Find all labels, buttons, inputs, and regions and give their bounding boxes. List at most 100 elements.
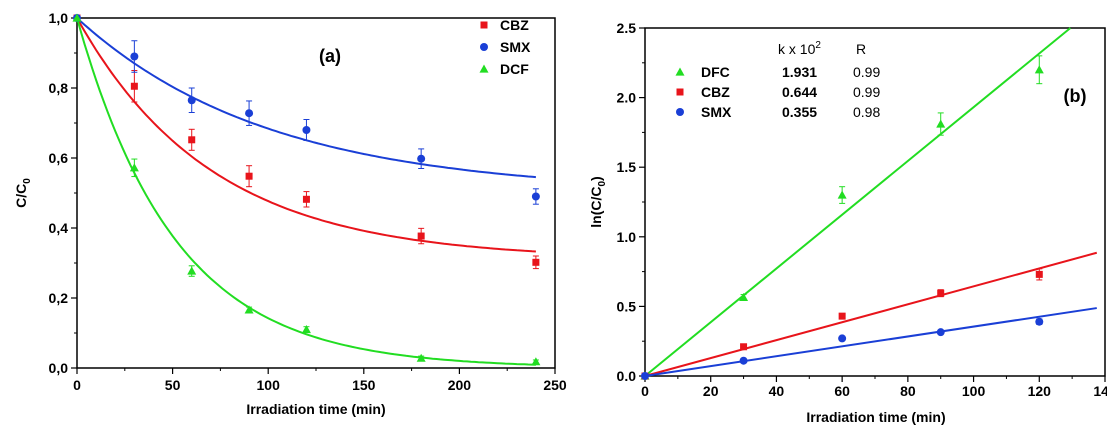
chart-b-y-axis-label-main: ln(C/C [588, 187, 604, 228]
chart-b-legend-marker-cbz [676, 88, 684, 96]
chart-b-y-ticks: 0.0 0.5 1.0 1.5 2.0 2.5 [617, 20, 645, 384]
chart-a-point-dcf [72, 13, 82, 22]
chart-b-legend-r-smx: 0.98 [853, 104, 880, 120]
chart-a-x-axis-label: Irradiation time (min) [246, 401, 385, 417]
chart-a-point-cbz [245, 172, 253, 180]
chart-b-fit-smx [644, 307, 1097, 377]
chart-b-y-axis-label: ln(C/C0) [588, 176, 608, 227]
chart-a-point-dcf [187, 266, 197, 275]
chart-b-x-tick-label: 140 [1093, 383, 1107, 399]
chart-b-point-cbz [838, 312, 846, 320]
chart-a-y-axis-label: C/C0 [13, 178, 33, 208]
chart-a-legend-marker-dcf [479, 64, 489, 73]
chart-b-x-axis-label: Irradiation time (min) [806, 409, 945, 425]
chart-a-point-dcf [531, 357, 541, 366]
chart-b-x-tick-label: 20 [703, 383, 719, 399]
chart-b-y-tick-label: 1.5 [617, 159, 637, 175]
chart-b-legend-k-header-main: k x 10 [778, 41, 816, 57]
chart-a-point-smx [302, 126, 311, 134]
chart-a-y-tick-label: 0,4 [49, 220, 69, 236]
chart-a-x-tick-label: 250 [543, 377, 567, 393]
chart-b-point-smx [641, 372, 649, 380]
chart-a-y-ticks: 0,0 0,2 0,4 0,6 0,8 1,0 [49, 10, 77, 376]
chart-b-legend-label-cbz: CBZ [701, 84, 730, 100]
chart-a: 0 50 100 150 200 250 0,0 0,2 0,4 0,6 0,8 1,0 (a) I… [13, 10, 567, 417]
chart-b-point-cbz [937, 289, 945, 297]
chart-a-y-tick-label: 0,8 [49, 80, 69, 96]
chart-b-point-smx [936, 328, 945, 337]
chart-a-y-tick-label: 1,0 [49, 10, 69, 26]
chart-b-panel-label: (b) [1064, 86, 1087, 106]
chart-b-legend-r-dfc: 0.99 [853, 64, 880, 80]
chart-a-y-tick-label: 0,6 [49, 150, 69, 166]
chart-a-point-cbz [130, 82, 138, 90]
chart-a-points [72, 13, 541, 366]
chart-b-x-tick-label: 100 [962, 383, 986, 399]
chart-a-point-cbz [188, 136, 196, 144]
chart-a-point-smx [417, 154, 426, 163]
chart-b-legend-k-header-sup: 2 [815, 40, 821, 51]
chart-b-point-smx [838, 334, 847, 343]
chart-b-legend-label-smx: SMX [701, 104, 732, 120]
chart-a-legend-marker-smx [480, 43, 488, 51]
chart-a-point-dcf [129, 163, 139, 172]
chart-b-fit-cbz [644, 251, 1098, 377]
chart-b-legend-k-cbz: 0.644 [782, 84, 817, 100]
chart-b-legend-k-header: k x 102 [778, 40, 821, 57]
chart-b-x-tick-label: 120 [1028, 383, 1052, 399]
chart-a-point-cbz [302, 195, 310, 203]
chart-b-legend: DFC 1.931 0.99 CBZ 0.644 0.99 SMX 0.355 0.98 [675, 64, 880, 120]
chart-a-point-smx [531, 192, 540, 201]
chart-b-y-tick-label: 2.5 [617, 20, 637, 36]
chart-b-legend-r-header: R [856, 41, 866, 57]
chart-a-panel-label: (a) [319, 46, 341, 66]
chart-b-y-tick-label: 2.0 [617, 90, 637, 106]
chart-a-y-tick-label: 0,2 [49, 290, 69, 306]
chart-a-legend-marker-cbz [480, 21, 488, 29]
chart-a-fit-cbz [76, 17, 536, 253]
chart-b-x-tick-label: 60 [834, 383, 850, 399]
chart-b-fit-dfc [644, 27, 1072, 377]
chart-a-x-ticks: 0 50 100 150 200 250 [73, 368, 567, 393]
chart-a-x-tick-label: 200 [448, 377, 472, 393]
chart-a-point-smx [130, 52, 139, 61]
chart-b-fit-lines [644, 27, 1098, 377]
chart-b-y-axis-label-end: ) [588, 176, 604, 181]
chart-b-legend-label-dfc: DFC [701, 64, 730, 80]
chart-b-legend-k-smx: 0.355 [782, 104, 817, 120]
chart-a-x-tick-label: 0 [73, 377, 81, 393]
chart-b-legend-marker-dfc [675, 67, 685, 76]
chart-a-point-smx [245, 109, 254, 118]
chart-b-point-smx [1035, 317, 1044, 326]
chart-b-point-dfc [739, 292, 749, 301]
chart-b-legend-marker-smx [676, 108, 684, 116]
chart-b-points [640, 55, 1044, 380]
chart-b-x-tick-label: 0 [641, 383, 649, 399]
chart-b-legend-r-cbz: 0.99 [853, 84, 880, 100]
chart-a-point-dcf [301, 325, 311, 334]
chart-a-point-dcf [416, 353, 426, 362]
chart-b-x-tick-label: 80 [900, 383, 916, 399]
chart-a-fit-dcf [76, 17, 536, 366]
chart-a-point-dcf [244, 305, 254, 314]
chart-b-point-dfc [837, 190, 847, 199]
chart-a-legend-label-smx: SMX [500, 39, 531, 55]
chart-a-point-smx [187, 96, 196, 105]
chart-b-x-tick-label: 40 [769, 383, 785, 399]
chart-a-y-tick-label: 0,0 [49, 360, 69, 376]
chart-b-point-dfc [1034, 65, 1044, 74]
chart-a-y-axis-label-sub: 0 [22, 178, 33, 184]
chart-b-point-dfc [936, 119, 946, 128]
chart-a-point-cbz [417, 232, 425, 240]
chart-a-fit-smx [76, 17, 536, 179]
chart-b-x-ticks: 0 20 40 60 80 100 120 140 [641, 376, 1107, 399]
chart-b-point-smx [739, 356, 748, 365]
chart-a-x-tick-label: 100 [257, 377, 281, 393]
chart-a-legend-label-dcf: DCF [500, 61, 529, 77]
chart-a-x-tick-label: 150 [352, 377, 376, 393]
chart-a-legend-label-cbz: CBZ [500, 17, 529, 33]
chart-a-x-tick-label: 50 [165, 377, 181, 393]
chart-a-y-axis-label-main: C/C [13, 184, 29, 208]
chart-b-y-axis-label-sub: 0 [597, 181, 608, 187]
